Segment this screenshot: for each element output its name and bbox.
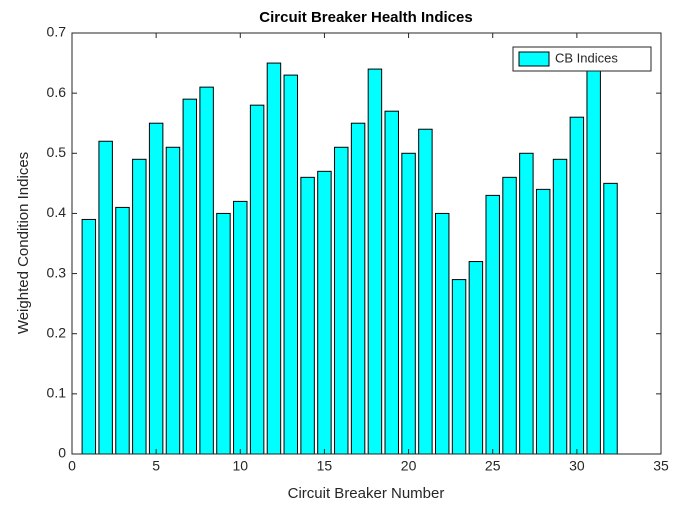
y-tick-label: 0.5 (47, 144, 67, 160)
bar (132, 158, 147, 455)
bar (451, 279, 467, 455)
bar (165, 146, 181, 455)
bar (367, 68, 383, 455)
bar (249, 104, 265, 455)
bar (199, 86, 214, 455)
bar (334, 146, 349, 455)
x-tick-label: 25 (485, 458, 501, 474)
x-tick-label: 5 (152, 458, 160, 474)
bar (502, 176, 517, 455)
legend-label: CB Indices (555, 50, 618, 65)
bar (266, 62, 282, 455)
y-tick-label: 0.1 (47, 385, 67, 401)
x-tick-label: 35 (653, 458, 669, 474)
plot-frame (71, 32, 662, 455)
chart-title: Circuit Breaker Health Indices (259, 9, 472, 26)
x-tick-label: 15 (317, 458, 333, 474)
bar (603, 182, 618, 455)
bar (401, 152, 416, 455)
bar (283, 74, 299, 455)
bar (233, 200, 248, 455)
bar (350, 122, 366, 455)
x-tick-label: 20 (401, 458, 417, 474)
bar (586, 56, 601, 455)
bar (317, 170, 332, 455)
bar (434, 212, 450, 455)
bar (115, 206, 130, 455)
bar (552, 158, 568, 455)
y-tick-label: 0 (58, 445, 66, 461)
bar (182, 98, 198, 455)
bar (148, 122, 164, 455)
bar (535, 188, 551, 455)
bar (98, 140, 113, 455)
bar (519, 152, 534, 455)
bar (485, 194, 500, 455)
x-axis-label: Circuit Breaker Number (288, 485, 445, 502)
y-tick-label: 0.7 (47, 24, 67, 40)
y-tick-label: 0.2 (47, 324, 67, 340)
bar (81, 218, 97, 455)
legend-swatch (518, 51, 550, 67)
y-tick-label: 0.6 (47, 84, 67, 100)
y-tick-label: 0.3 (47, 264, 67, 280)
x-tick-label: 10 (232, 458, 248, 474)
y-tick-label: 0.4 (47, 204, 67, 220)
bar (384, 110, 399, 455)
y-axis-label: Weighted Condition Indices (15, 152, 32, 334)
x-tick-label: 0 (68, 458, 76, 474)
bar (418, 128, 433, 455)
bar (300, 176, 315, 455)
bar (468, 261, 484, 455)
x-tick-label: 30 (569, 458, 585, 474)
bar (216, 212, 231, 455)
bar (569, 116, 585, 455)
